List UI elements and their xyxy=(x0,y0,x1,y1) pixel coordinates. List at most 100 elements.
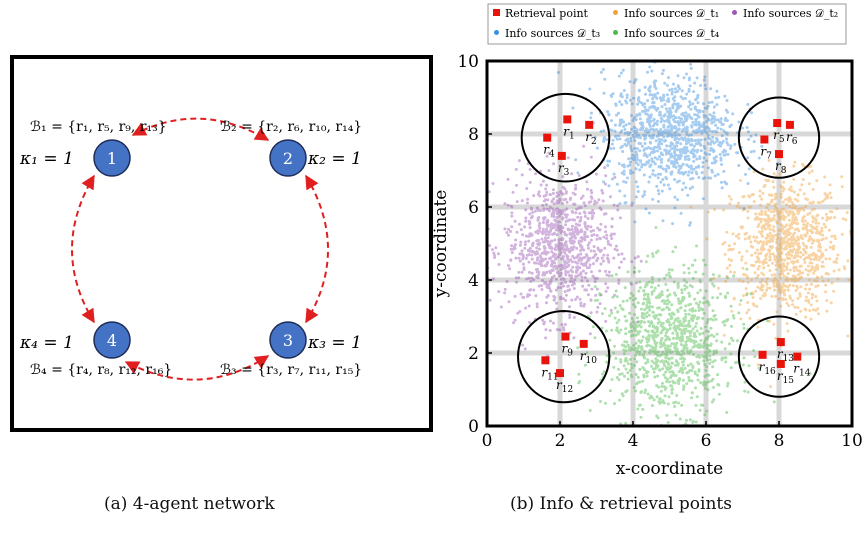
info-source-point xyxy=(681,149,685,153)
info-source-point xyxy=(696,115,700,119)
info-source-point xyxy=(701,102,705,106)
info-source-point xyxy=(724,131,728,135)
info-source-point xyxy=(769,237,773,241)
info-source-point xyxy=(593,135,597,139)
info-source-point xyxy=(815,179,819,183)
info-source-point xyxy=(624,367,628,371)
info-source-point xyxy=(684,186,688,190)
info-source-point xyxy=(687,170,691,174)
info-source-point xyxy=(675,337,679,341)
info-source-point xyxy=(563,261,567,265)
info-source-point xyxy=(562,198,566,202)
info-source-point xyxy=(597,248,601,252)
info-source-point xyxy=(784,278,788,282)
info-source-point xyxy=(785,252,789,256)
info-source-point xyxy=(555,220,559,224)
info-source-point xyxy=(583,225,587,229)
info-source-point xyxy=(574,158,578,162)
info-source-point xyxy=(668,327,672,331)
info-source-point xyxy=(671,142,675,146)
info-source-point xyxy=(620,120,624,124)
info-source-point xyxy=(535,258,539,262)
info-source-point xyxy=(705,351,709,355)
info-source-point xyxy=(592,249,596,253)
info-source-point xyxy=(808,211,812,215)
info-source-point xyxy=(556,210,560,214)
info-source-point xyxy=(543,240,547,244)
info-source-point xyxy=(705,321,709,325)
info-source-point xyxy=(671,379,675,383)
agent-1[interactable]: 1κ₁ = 1ℬ₁ = {r₁, r₅, r₉, r₁₃} xyxy=(19,119,167,177)
info-source-point xyxy=(691,319,695,323)
info-source-point xyxy=(641,312,645,316)
info-source-point xyxy=(786,272,790,276)
info-source-point xyxy=(688,302,692,306)
info-source-point xyxy=(666,97,670,101)
info-source-point xyxy=(574,270,578,274)
info-source-point xyxy=(551,268,555,272)
agent-3[interactable]: 3 κ₃ = 1ℬ₃ = {r₃, r₇, r₁₁, r₁₅} xyxy=(220,321,362,378)
info-source-point xyxy=(783,167,787,171)
agent-4[interactable]: 4κ₄ = 1ℬ₄ = {r₄, r₈, r₁₂, r₁₆} xyxy=(19,321,172,378)
info-source-point xyxy=(796,273,800,277)
info-source-point xyxy=(663,360,667,364)
info-source-point xyxy=(696,164,700,168)
info-source-point xyxy=(691,102,695,106)
info-source-point xyxy=(782,180,786,184)
info-source-point xyxy=(775,241,779,245)
info-source-point xyxy=(656,189,660,193)
info-source-point xyxy=(797,247,801,251)
info-source-point xyxy=(640,162,644,166)
info-source-point xyxy=(668,109,672,113)
info-source-point xyxy=(656,364,660,368)
info-source-point xyxy=(509,258,513,262)
info-source-point xyxy=(655,108,659,112)
info-source-point xyxy=(673,150,677,154)
info-source-point xyxy=(629,322,633,326)
info-source-point xyxy=(651,124,655,128)
agent-2[interactable]: 2 κ₂ = 1ℬ₂ = {r₂, r₆, r₁₀, r₁₄} xyxy=(220,119,362,177)
info-source-point xyxy=(690,151,694,155)
info-source-point xyxy=(559,210,563,214)
info-source-point xyxy=(702,115,706,119)
info-source-point xyxy=(555,233,559,237)
info-source-point xyxy=(804,256,808,260)
info-source-point xyxy=(799,271,803,275)
info-source-point xyxy=(532,278,536,282)
info-source-point xyxy=(511,247,515,251)
info-source-point xyxy=(711,296,715,300)
info-source-point xyxy=(705,237,709,241)
info-source-point xyxy=(676,102,680,106)
info-source-point xyxy=(676,380,680,384)
info-source-point xyxy=(541,229,545,233)
info-source-point xyxy=(708,113,712,117)
info-source-point xyxy=(750,278,754,282)
info-source-point xyxy=(582,144,586,148)
info-source-point xyxy=(773,276,777,280)
info-source-point xyxy=(765,277,769,281)
info-source-point xyxy=(694,165,698,169)
info-source-point xyxy=(527,239,531,243)
info-source-point xyxy=(689,177,693,181)
info-source-point xyxy=(720,134,724,138)
info-source-point xyxy=(788,205,792,209)
info-source-point xyxy=(670,87,674,91)
info-source-point xyxy=(723,153,727,157)
info-source-point xyxy=(768,249,772,253)
info-source-point xyxy=(648,305,652,309)
info-source-point xyxy=(689,337,693,341)
info-source-point xyxy=(567,249,571,253)
info-source-point xyxy=(634,118,638,122)
info-source-point xyxy=(707,136,711,140)
x-tick-label: 0 xyxy=(482,431,493,451)
info-source-point xyxy=(626,131,630,135)
retrieval-marker xyxy=(557,151,566,160)
info-source-point xyxy=(723,180,727,184)
info-source-point xyxy=(616,310,620,314)
info-source-point xyxy=(678,157,682,161)
info-source-point xyxy=(691,129,695,133)
info-source-point xyxy=(812,239,816,243)
info-source-point xyxy=(766,286,770,290)
info-source-point xyxy=(648,65,652,69)
info-source-point xyxy=(636,135,640,139)
